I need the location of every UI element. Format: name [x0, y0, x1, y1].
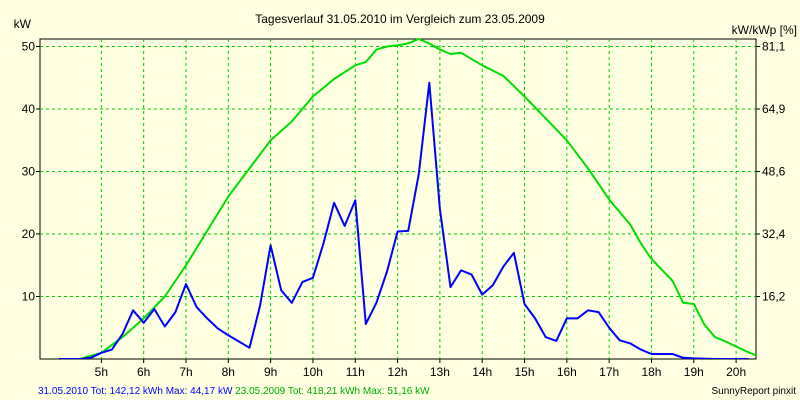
credit-label: SunnyReport pinxit	[712, 386, 797, 397]
series-b-summary: Tot: 418,21 kWh Max: 51,16 kW	[285, 386, 430, 397]
series-lines	[59, 38, 756, 359]
series-line-2010	[59, 81, 749, 359]
series-a-summary: Tot: 142,12 kWh Max: 44,17 kW	[88, 386, 235, 397]
x-tick-label: 15h	[515, 365, 535, 379]
right-y-tick-label: 81,1	[762, 40, 786, 54]
left-axis-unit: kW	[14, 17, 32, 31]
left-y-tick-label: 20	[22, 227, 36, 241]
series-a-date: 31.05.2010	[38, 386, 88, 397]
chart-title: Tagesverlauf 31.05.2010 im Vergleich zum…	[255, 12, 545, 26]
x-tick-label: 6h	[137, 365, 150, 379]
series-line-2009	[59, 38, 756, 359]
left-y-tick-label: 50	[22, 40, 36, 54]
x-axis-ticks: 5h 6h 7h 8h 9h 10h 11h 12h 13h 14h 15h 16h 17h 18h 19h…	[95, 359, 746, 379]
x-tick-label: 5h	[95, 365, 108, 379]
series-b-date: 23.05.2009	[235, 386, 285, 397]
x-tick-label: 12h	[388, 365, 408, 379]
right-y-axis-ticks: 16,2 32,4 48,6 64,9 81,1	[756, 40, 786, 304]
x-tick-label: 20h	[726, 365, 746, 379]
x-tick-label: 14h	[472, 365, 492, 379]
right-axis-unit: kW/kWp [%]	[732, 23, 797, 37]
x-tick-label: 8h	[222, 365, 235, 379]
x-tick-label: 17h	[599, 365, 619, 379]
x-tick-label: 16h	[557, 365, 577, 379]
x-tick-label: 18h	[641, 365, 661, 379]
right-y-tick-label: 32,4	[762, 227, 786, 241]
right-y-tick-label: 48,6	[762, 165, 786, 179]
left-y-tick-label: 30	[22, 165, 36, 179]
right-y-tick-label: 64,9	[762, 102, 786, 116]
left-y-tick-label: 10	[22, 290, 36, 304]
x-tick-label: 19h	[684, 365, 704, 379]
x-tick-label: 11h	[346, 365, 365, 379]
right-y-tick-label: 16,2	[762, 290, 786, 304]
x-tick-label: 10h	[303, 365, 323, 379]
x-tick-label: 9h	[264, 365, 277, 379]
footer-summary: 31.05.2010 Tot: 142,12 kWh Max: 44,17 kW…	[38, 386, 430, 397]
x-tick-label: 13h	[430, 365, 450, 379]
left-y-axis-ticks: 10 20 30 40 50	[22, 40, 40, 304]
x-tick-label: 7h	[179, 365, 192, 379]
left-y-tick-label: 40	[22, 102, 36, 116]
